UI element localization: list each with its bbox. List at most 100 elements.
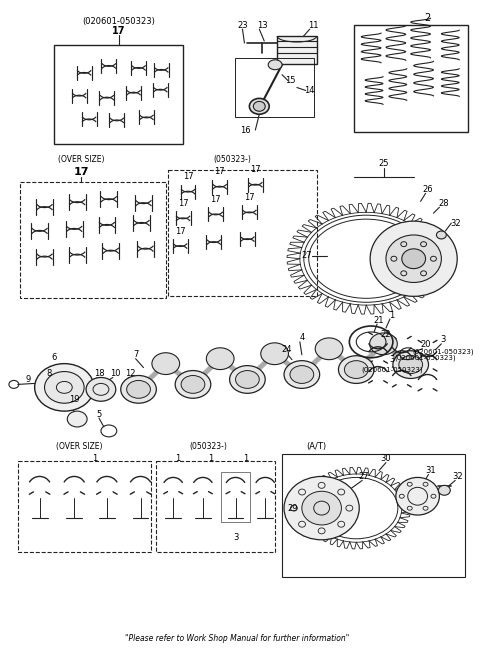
Ellipse shape: [45, 371, 84, 403]
Text: 24: 24: [282, 345, 292, 354]
Text: 15: 15: [285, 76, 295, 85]
Ellipse shape: [344, 361, 368, 379]
Ellipse shape: [399, 356, 422, 373]
Text: 17: 17: [183, 172, 193, 181]
Text: 30: 30: [381, 454, 391, 463]
Text: 17: 17: [175, 226, 185, 236]
Ellipse shape: [152, 353, 180, 375]
Bar: [156, 461, 275, 552]
Ellipse shape: [338, 356, 374, 383]
Text: (020601-050323): (020601-050323): [395, 354, 456, 361]
Text: 17: 17: [244, 193, 255, 202]
Ellipse shape: [370, 333, 397, 355]
Ellipse shape: [229, 365, 265, 394]
Ellipse shape: [67, 411, 87, 427]
Text: (050323-): (050323-): [189, 442, 227, 451]
Text: 23: 23: [237, 21, 248, 30]
Text: 28: 28: [438, 199, 449, 208]
Text: (050323-): (050323-): [214, 155, 252, 164]
Text: 31: 31: [425, 466, 436, 475]
Ellipse shape: [284, 476, 359, 540]
Text: 3: 3: [441, 335, 446, 344]
Ellipse shape: [250, 98, 269, 114]
Text: 17: 17: [250, 165, 261, 174]
Ellipse shape: [35, 363, 94, 411]
Bar: [282, 454, 465, 577]
Ellipse shape: [302, 491, 341, 525]
Text: (020601-050323): (020601-050323): [361, 366, 423, 373]
Ellipse shape: [181, 375, 205, 394]
Ellipse shape: [236, 371, 259, 388]
Text: 18: 18: [94, 369, 104, 378]
Text: 10: 10: [110, 369, 121, 378]
Ellipse shape: [402, 249, 426, 268]
Text: (A/T): (A/T): [307, 442, 327, 451]
Text: 8: 8: [47, 369, 52, 378]
Text: 17: 17: [73, 167, 89, 176]
Bar: [235, 58, 314, 117]
Bar: [168, 170, 317, 297]
Ellipse shape: [86, 377, 116, 401]
Text: 17: 17: [210, 195, 221, 204]
Ellipse shape: [268, 60, 282, 70]
Ellipse shape: [370, 221, 457, 297]
Ellipse shape: [175, 371, 211, 398]
Text: 2: 2: [424, 13, 431, 23]
Text: 27: 27: [301, 251, 312, 260]
Text: (020601-050323): (020601-050323): [412, 348, 474, 355]
Text: 5: 5: [96, 409, 102, 419]
Text: 7: 7: [133, 350, 138, 359]
Bar: [354, 25, 468, 132]
Text: 12: 12: [125, 369, 136, 378]
Text: 11: 11: [309, 21, 319, 30]
Text: 3: 3: [233, 533, 238, 543]
Ellipse shape: [436, 231, 446, 239]
Text: 26: 26: [422, 185, 433, 194]
Ellipse shape: [393, 351, 429, 379]
Text: 6: 6: [52, 353, 57, 362]
Text: 14: 14: [304, 86, 315, 95]
Text: (020601-050323): (020601-050323): [82, 16, 155, 26]
Text: 27: 27: [359, 472, 370, 481]
Text: 16: 16: [240, 125, 251, 134]
Ellipse shape: [438, 485, 450, 495]
Bar: [277, 36, 317, 64]
Text: 13: 13: [257, 21, 267, 30]
Text: 3: 3: [389, 355, 395, 364]
Text: 4: 4: [299, 333, 304, 342]
Text: 1: 1: [176, 454, 181, 463]
Ellipse shape: [315, 338, 343, 359]
Text: 20: 20: [420, 340, 431, 350]
Bar: [221, 472, 251, 522]
Text: "Please refer to Work Shop Manual for further information": "Please refer to Work Shop Manual for fu…: [125, 634, 349, 644]
Text: 1: 1: [92, 454, 97, 463]
Bar: [20, 182, 166, 298]
Text: 17: 17: [112, 26, 125, 36]
Text: 32: 32: [450, 218, 460, 228]
Text: 19: 19: [69, 395, 80, 403]
Ellipse shape: [206, 348, 234, 369]
Text: (OVER SIZE): (OVER SIZE): [58, 155, 105, 164]
Ellipse shape: [253, 102, 265, 112]
Bar: [54, 45, 183, 144]
Bar: [18, 461, 151, 552]
Ellipse shape: [386, 235, 442, 283]
Text: 1: 1: [243, 454, 248, 463]
Text: 22: 22: [381, 331, 391, 339]
Ellipse shape: [127, 380, 150, 398]
Text: 1: 1: [389, 311, 395, 319]
Text: 9: 9: [25, 375, 30, 384]
Ellipse shape: [284, 361, 320, 388]
Ellipse shape: [396, 478, 439, 515]
Text: 29: 29: [288, 504, 298, 512]
Ellipse shape: [290, 365, 314, 383]
Ellipse shape: [261, 343, 288, 365]
Text: 21: 21: [374, 316, 384, 325]
Text: 17: 17: [178, 199, 188, 208]
Text: 32: 32: [452, 472, 463, 481]
Ellipse shape: [121, 375, 156, 403]
Text: 25: 25: [379, 159, 389, 168]
Text: 1: 1: [208, 454, 214, 463]
Text: 17: 17: [215, 167, 225, 176]
Text: (OVER SIZE): (OVER SIZE): [56, 442, 102, 451]
